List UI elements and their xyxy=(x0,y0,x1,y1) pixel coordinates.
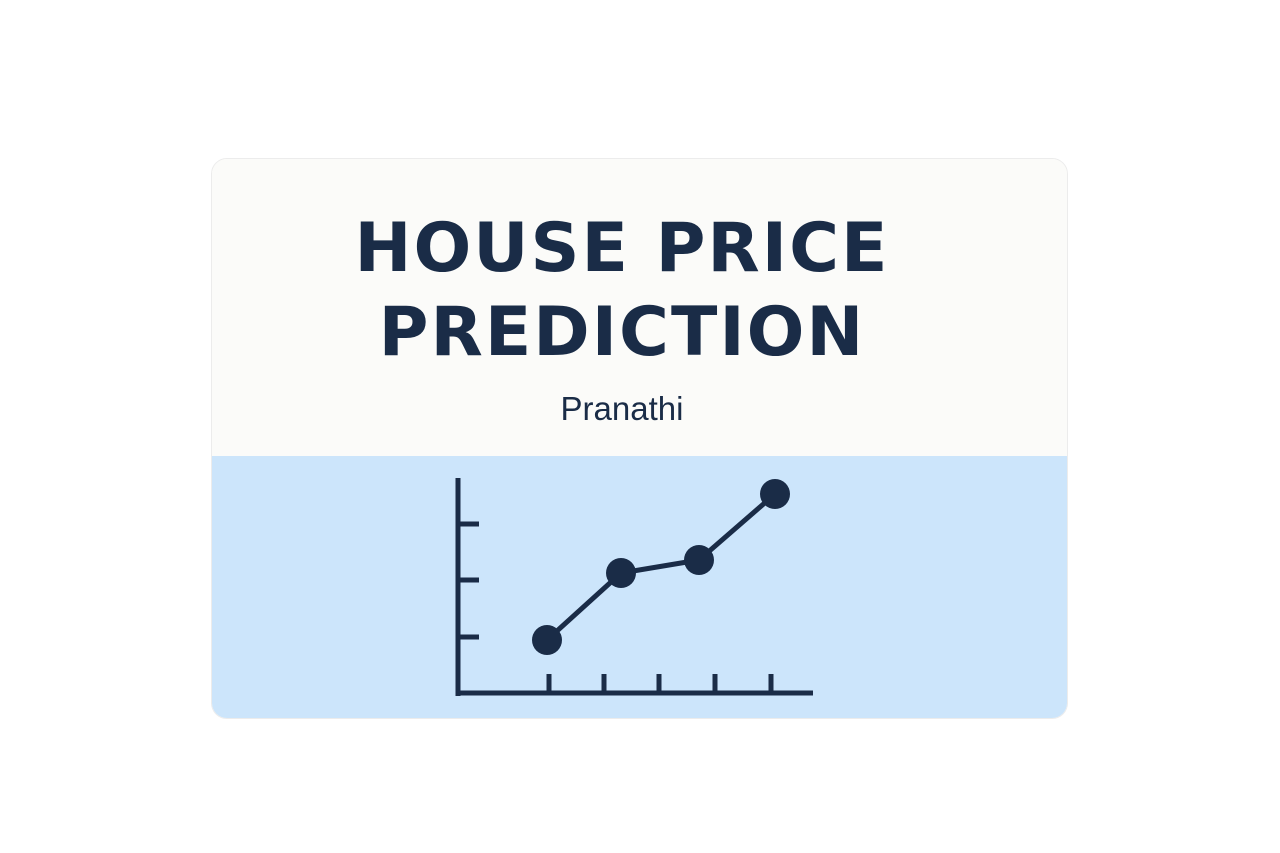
page-title: HOUSE PRICE PREDICTION xyxy=(212,207,1032,375)
data-point xyxy=(760,479,790,509)
chart-axes xyxy=(455,478,813,696)
data-point xyxy=(532,625,562,655)
line-chart-icon xyxy=(455,478,813,696)
data-point xyxy=(606,558,636,588)
author-name: Pranathi xyxy=(560,390,684,427)
title-card: HOUSE PRICE PREDICTION Pranathi xyxy=(211,158,1068,719)
title-line-1: HOUSE PRICE xyxy=(354,209,890,288)
data-points xyxy=(532,479,790,655)
card-illustration-panel xyxy=(212,456,1067,718)
data-point xyxy=(684,545,714,575)
card-header-panel: HOUSE PRICE PREDICTION Pranathi xyxy=(212,159,1067,456)
trend-line xyxy=(545,492,777,642)
title-line-2: PREDICTION xyxy=(378,293,866,372)
